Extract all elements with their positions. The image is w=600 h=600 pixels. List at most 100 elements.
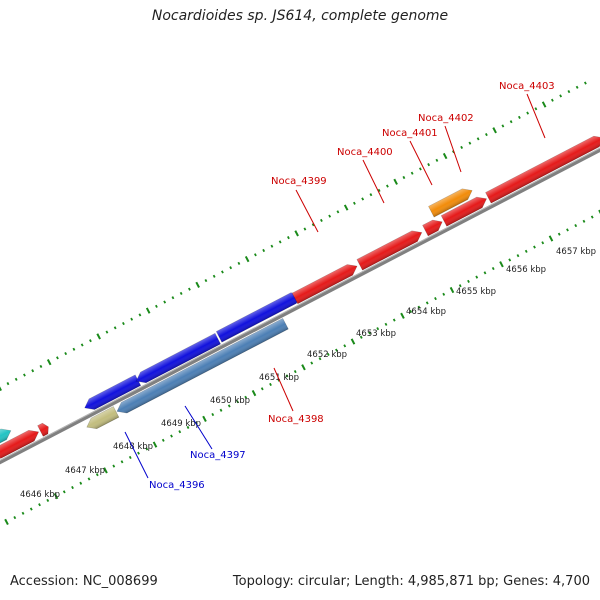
tick-mark-bottom	[343, 344, 347, 348]
tick-mark-bottom	[524, 249, 528, 253]
tick-mark-top	[145, 307, 151, 314]
tick-mark-bottom	[301, 364, 306, 371]
gene-label-Noca_4401[interactable]: Noca_4401	[382, 128, 438, 139]
ruler-label: 4647 kbp	[65, 466, 105, 476]
leader-line-Noca_4400	[362, 159, 385, 204]
tick-mark-top	[105, 330, 109, 334]
tick-mark-bottom	[400, 312, 405, 319]
tick-mark-top	[6, 382, 10, 386]
tick-mark-top	[155, 304, 158, 308]
tick-mark-top	[393, 178, 398, 185]
tick-mark-top	[163, 300, 167, 304]
tick-mark-top	[113, 326, 117, 330]
leader-line-Noca_4396	[124, 431, 149, 479]
gene-arrow-left-a-shade	[0, 430, 39, 459]
tick-mark-top	[188, 287, 191, 291]
gene-arrow-Noca_4396-shade	[86, 406, 119, 429]
tick-mark-bottom	[152, 441, 158, 448]
tick-mark-bottom	[434, 297, 437, 301]
tick-mark-top	[270, 244, 274, 248]
gene-arrow-Noca_4402-shade	[428, 188, 473, 218]
tick-mark-bottom	[145, 447, 149, 451]
tick-mark-top	[96, 333, 101, 340]
tick-mark-top	[89, 339, 92, 343]
tick-mark-bottom	[442, 292, 446, 296]
tick-mark-bottom	[103, 467, 108, 474]
tick-mark-top	[311, 223, 315, 227]
gene-label-Noca_4396[interactable]: Noca_4396	[149, 480, 205, 491]
tick-mark-bottom	[409, 309, 413, 314]
tick-mark-bottom	[376, 327, 380, 331]
tick-mark-top	[46, 359, 52, 366]
tick-mark-bottom	[574, 224, 578, 228]
tick-mark-top	[517, 115, 521, 119]
leader-line-Noca_4403	[526, 93, 546, 139]
tick-mark-top	[237, 261, 241, 265]
tick-mark-bottom	[458, 284, 462, 288]
gene-arrow-left-b-shade	[37, 423, 49, 437]
tick-mark-top	[476, 137, 480, 141]
tick-mark-bottom	[227, 404, 231, 408]
tick-mark-top	[64, 351, 68, 356]
tick-mark-bottom	[112, 464, 116, 468]
tick-mark-top	[179, 291, 183, 296]
tick-mark-bottom	[359, 335, 363, 339]
tick-mark-top	[328, 214, 332, 218]
tick-mark-top	[14, 377, 18, 381]
tick-mark-bottom	[71, 485, 74, 490]
ruler-label: 4655 kbp	[456, 287, 496, 297]
tick-mark-top	[171, 296, 175, 300]
tick-mark-top	[278, 240, 282, 244]
tick-mark-bottom	[29, 507, 33, 511]
tick-mark-top	[567, 90, 571, 94]
gene-arrow-Noca_4400-shade	[356, 230, 422, 271]
gene-label-Noca_4399[interactable]: Noca_4399	[271, 176, 327, 187]
tick-mark-bottom	[491, 266, 495, 271]
leader-line-Noca_4399	[295, 189, 319, 233]
tick-mark-bottom	[417, 305, 421, 309]
gene-arrow-Noca_4401-shade	[422, 220, 443, 236]
gene-arrow-Noca_4403-1-shade	[485, 136, 600, 204]
gene-label-Noca_4398[interactable]: Noca_4398	[268, 414, 324, 425]
gene-label-Noca_4400[interactable]: Noca_4400	[337, 147, 393, 158]
tick-mark-bottom	[335, 348, 338, 352]
tick-mark-top	[204, 278, 208, 283]
tick-mark-bottom	[87, 477, 91, 481]
tick-mark-top	[130, 317, 134, 321]
leader-line-Noca_4397	[184, 405, 213, 450]
tick-mark-top	[541, 101, 547, 108]
tick-mark-top	[550, 98, 554, 102]
tick-mark-top	[343, 204, 349, 211]
tick-mark-bottom	[293, 370, 297, 374]
tick-mark-bottom	[326, 352, 330, 356]
tick-mark-bottom	[13, 516, 17, 520]
ruler-label: 4654 kbp	[406, 307, 446, 317]
gene-label-Noca_4402[interactable]: Noca_4402	[418, 113, 474, 124]
gene-label-Noca_4403[interactable]: Noca_4403	[499, 81, 555, 92]
tick-mark-top	[369, 193, 373, 197]
tick-mark-top	[39, 364, 43, 369]
tick-mark-top	[122, 321, 125, 326]
tick-mark-top	[80, 343, 84, 347]
tick-mark-bottom	[186, 425, 190, 429]
tick-mark-top	[195, 281, 200, 288]
tick-mark-bottom	[557, 232, 561, 236]
tick-mark-bottom	[46, 498, 50, 502]
tick-mark-bottom	[533, 245, 536, 249]
gene-arrow-cyan-shade	[0, 428, 11, 454]
tick-mark-top	[303, 227, 307, 231]
tick-mark-bottom	[499, 261, 504, 268]
genome-summary-text: Topology: circular; Length: 4,985,871 bp…	[232, 574, 590, 589]
tick-mark-bottom	[260, 387, 264, 391]
tick-mark-top	[56, 356, 59, 360]
tick-mark-top	[492, 127, 497, 134]
tick-mark-bottom	[541, 241, 545, 245]
tick-mark-bottom	[392, 318, 396, 322]
tick-mark-bottom	[236, 400, 239, 404]
ruler-label: 4657 kbp	[556, 247, 596, 257]
tick-mark-bottom	[449, 286, 455, 294]
tick-mark-top	[254, 253, 257, 257]
tick-mark-top	[583, 81, 587, 85]
gene-label-Noca_4397[interactable]: Noca_4397	[190, 450, 246, 461]
ruler-label: 4653 kbp	[356, 329, 396, 339]
